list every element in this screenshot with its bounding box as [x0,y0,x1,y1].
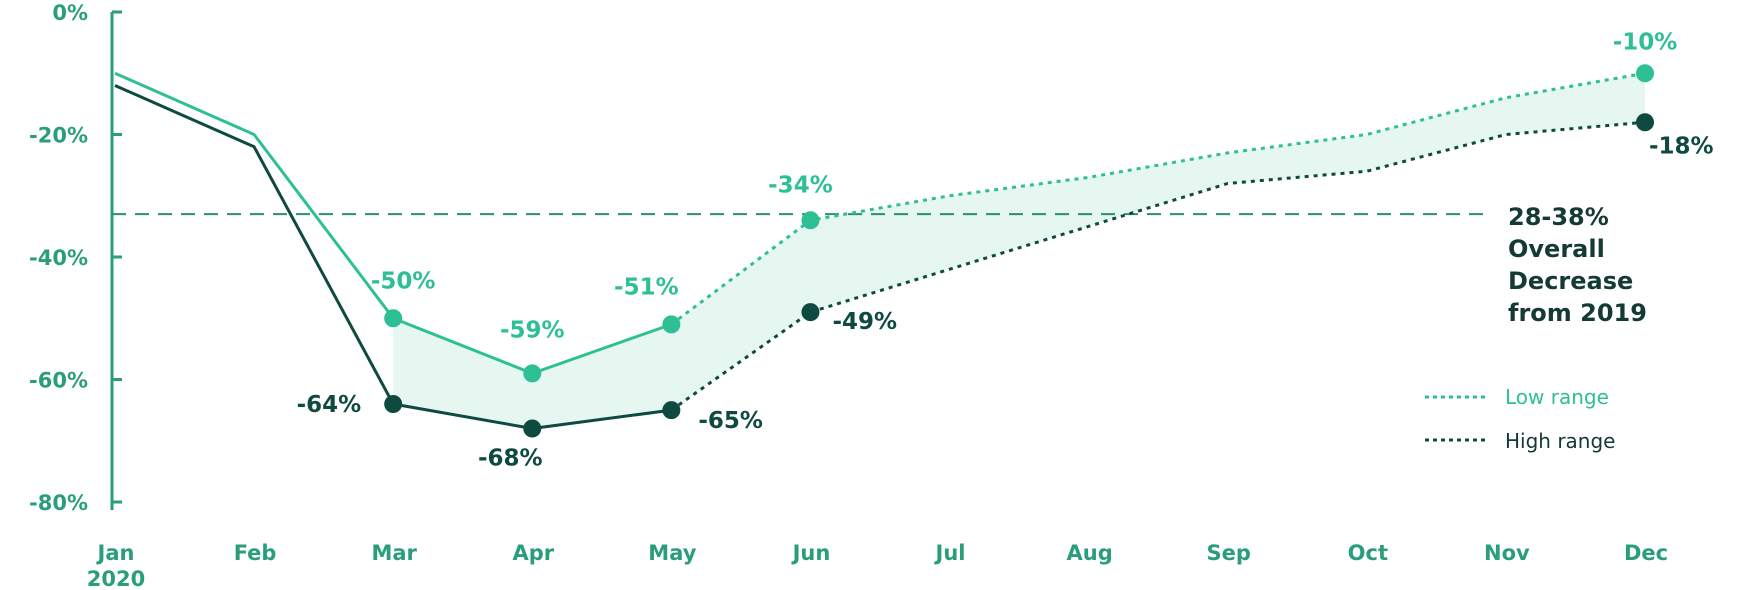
annotation-line: Decrease [1508,267,1633,295]
x-tick-label: Aug [1067,541,1113,565]
y-tick-label: -80% [29,491,88,515]
x-tick-label: Feb [234,541,277,565]
high-range-data-label: -68% [478,446,543,472]
y-tick-label: 0% [52,1,88,25]
annotation-line: Overall [1508,235,1605,263]
x-tick-label: Dec [1624,541,1668,565]
low-range-point [1636,64,1654,83]
low-range-data-label: -51% [614,274,679,300]
low-range-data-label: -10% [1613,29,1678,55]
high-range-point [384,395,403,413]
annotation-line: from 2019 [1508,299,1647,327]
x-tick-label: May [648,541,696,565]
high-range-data-label: -65% [698,408,763,434]
low-range-data-label: -59% [500,317,565,343]
x-tick-label: Mar [371,541,417,565]
y-tick-label: -40% [29,246,88,270]
high-range-data-label: -18% [1649,133,1714,159]
high-range-point [523,419,542,438]
high-range-line-dotted [670,120,1646,412]
x-tick-label: Oct [1348,541,1388,565]
legend-low-label: Low range [1505,385,1609,409]
high-range-data-label: -64% [297,392,362,418]
high-range-point [801,303,820,322]
x-year-label: 2020 [87,567,145,590]
y-tick-label: -20% [29,124,88,148]
low-range-point [384,309,403,328]
legend-high-label: High range [1505,429,1615,453]
high-range-point [662,401,681,420]
low-range-point [523,364,542,383]
x-tick-label: Jun [791,541,831,565]
low-range-data-label: -34% [768,172,833,198]
x-tick-label: Sep [1207,541,1251,565]
x-tick-label: Jul [934,541,966,565]
x-tick-label: Nov [1484,541,1530,565]
low-range-point [801,211,820,230]
range-band [393,73,1645,429]
y-tick-label: -60% [29,369,88,393]
high-range-data-label: -49% [832,309,897,335]
low-range-line-dotted [670,71,1646,326]
annotation-line: 28-38% [1508,203,1609,231]
x-tick-label: Jan [96,541,135,565]
low-range-data-label: -50% [371,268,436,294]
low-range-point [662,315,681,334]
x-tick-label: Apr [512,541,554,565]
high-range-point [1636,113,1654,132]
